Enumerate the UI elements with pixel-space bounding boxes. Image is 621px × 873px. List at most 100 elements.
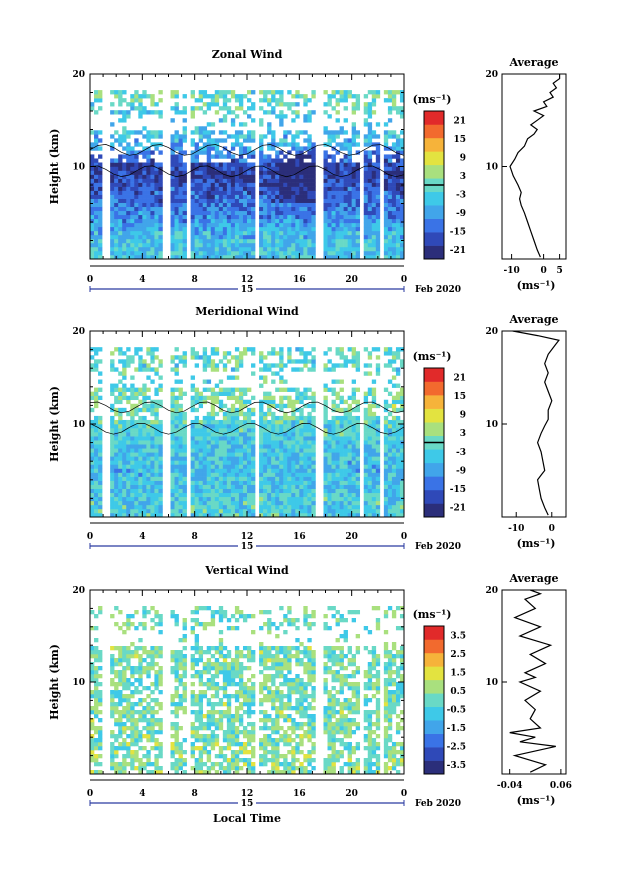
x-tick-label: 0 <box>401 789 407 799</box>
x-tick-label: 0 <box>401 275 407 285</box>
zero-contour <box>89 144 405 178</box>
colorbar-tick-label: 3.5 <box>450 631 466 641</box>
day-band-ends <box>89 286 405 292</box>
profile-line <box>509 74 561 258</box>
y-tick-label: 10 <box>72 420 85 430</box>
colorbar-swatch <box>424 232 444 246</box>
panel-title: Vertical Wind <box>204 564 289 577</box>
colorbar-tick-label: -0.5 <box>447 705 466 715</box>
heatmap-field <box>90 606 405 775</box>
x-tick-label: 20 <box>345 275 358 285</box>
x-tick-label: 16 <box>293 275 306 285</box>
average-profile: Average 20 10 -0.04 0.06 (ms⁻¹) <box>485 572 571 807</box>
x-tick-label: 0 <box>87 532 93 542</box>
profile-y-tick-label: 10 <box>485 420 498 430</box>
x-axis-title: Local Time <box>213 812 281 825</box>
colorbar-unit: (ms⁻¹) <box>413 350 452 363</box>
colorbar-tick-label: 21 <box>453 373 466 383</box>
colorbar: (ms⁻¹)21 15 9 3 -3 -9 -15 -21 <box>413 93 466 260</box>
colorbar-swatch <box>424 720 444 734</box>
colorbar-tick-label: -2.5 <box>447 742 466 752</box>
y-axis-label: Height (km) <box>48 644 61 720</box>
colorbar: (ms⁻¹) 3.5 2.5 1.5 0.5 -0.5 -1.5 -2.5 -3.5 <box>413 608 466 775</box>
profile-x-tick-label: 0.06 <box>550 781 572 791</box>
panel-title: Zonal Wind <box>212 48 283 61</box>
x-tick-label: 4 <box>139 275 145 285</box>
x-tick-label: 20 <box>345 789 358 799</box>
profile-y-tick-label: 20 <box>485 586 498 596</box>
colorbar-swatch <box>424 408 444 423</box>
profile-y-tick-label: 20 <box>485 327 498 337</box>
colorbar-swatch <box>424 626 444 640</box>
profile-frame <box>501 330 567 518</box>
day-label-bg <box>238 283 256 294</box>
x-tick-label: 12 <box>241 532 254 542</box>
colorbar-tick-label: -9 <box>456 209 466 219</box>
colorbar-swatch <box>424 733 444 748</box>
colorbar-frame <box>423 625 445 775</box>
colorbar: (ms⁻¹)21 15 9 3 -3 -9 -15 -21 <box>413 350 466 518</box>
colorbar-tick-label: 15 <box>453 135 466 145</box>
x-tick-label: 20 <box>345 532 358 542</box>
colorbar-tick-label: 1.5 <box>450 668 466 678</box>
colorbar-tick-label: -3 <box>456 448 466 458</box>
colorbar-swatch <box>424 639 444 654</box>
colorbar-swatch <box>424 476 444 491</box>
x-tick-label: 4 <box>139 789 145 799</box>
profile-title: Average <box>508 56 558 69</box>
colorbar-tick-label: -1.5 <box>447 724 466 734</box>
y-tick-label: 10 <box>72 678 85 688</box>
colorbar-tick-label: -15 <box>450 227 466 237</box>
profile-x-tick-label: 0 <box>549 524 555 534</box>
y-tick-label: 20 <box>72 70 85 80</box>
colorbar-swatch <box>424 395 444 409</box>
profile-title: Average <box>508 572 558 585</box>
colorbar-swatch <box>424 151 444 166</box>
x-tick-label: 8 <box>192 532 198 542</box>
average-profile: Average 20 10 -10 0 (ms⁻¹) <box>485 313 567 550</box>
colorbar-tick-label: -21 <box>450 246 466 256</box>
profile-x-label: (ms⁻¹) <box>517 537 556 550</box>
colorbar-tick-label: 2.5 <box>450 650 466 660</box>
colorbar-swatch <box>424 652 444 667</box>
profile-x-tick-label: -10 <box>508 524 524 534</box>
profile-x-label: (ms⁻¹) <box>517 794 556 807</box>
x-tick-label: 12 <box>241 275 254 285</box>
date-label: Feb 2020 <box>415 285 461 295</box>
panel-zonal-wind: Zonal Wind 20 10 Height (km) 0 4 8 12 16 20 0 15 Feb… <box>48 48 567 295</box>
colorbar-tick-label: -9 <box>456 466 466 476</box>
panel-title: Meridional Wind <box>195 305 299 318</box>
y-tick-label: 10 <box>72 163 85 173</box>
x-tick-label: 0 <box>87 275 93 285</box>
y-axis-label: Height (km) <box>48 129 61 205</box>
colorbar-swatch <box>424 124 444 139</box>
profile-title: Average <box>508 313 558 326</box>
y-tick-label: 20 <box>72 586 85 596</box>
profile-y-tick-label: 10 <box>485 678 498 688</box>
colorbar-swatch <box>424 747 444 761</box>
colorbar-tick-label: 0.5 <box>450 687 466 697</box>
profile-x-label: (ms⁻¹) <box>517 279 556 292</box>
colorbar-swatch <box>424 137 444 152</box>
day-band-ends <box>89 543 405 549</box>
day-band-ends <box>89 800 405 806</box>
heatmap-field <box>90 90 405 260</box>
colorbar-swatch <box>424 245 444 260</box>
day-label: 15 <box>241 799 254 809</box>
colorbar-tick-label: 3 <box>460 172 466 182</box>
colorbar-unit: (ms⁻¹) <box>413 608 452 621</box>
heatmap-field <box>90 347 405 518</box>
colorbar-unit: (ms⁻¹) <box>413 93 452 106</box>
colorbar-swatch <box>424 760 444 775</box>
profile-x-tick-label: 0 <box>540 266 546 276</box>
colorbar-swatch <box>424 449 444 464</box>
day-label-bg <box>238 540 256 551</box>
y-axis-label: Height (km) <box>48 386 61 462</box>
profile-y-tick-label: 20 <box>485 70 498 80</box>
profile-frame <box>501 589 567 775</box>
day-label: 15 <box>241 542 254 552</box>
x-tick-label: 4 <box>139 532 145 542</box>
colorbar-tick-label: 9 <box>460 153 466 163</box>
day-label: 15 <box>241 285 254 295</box>
